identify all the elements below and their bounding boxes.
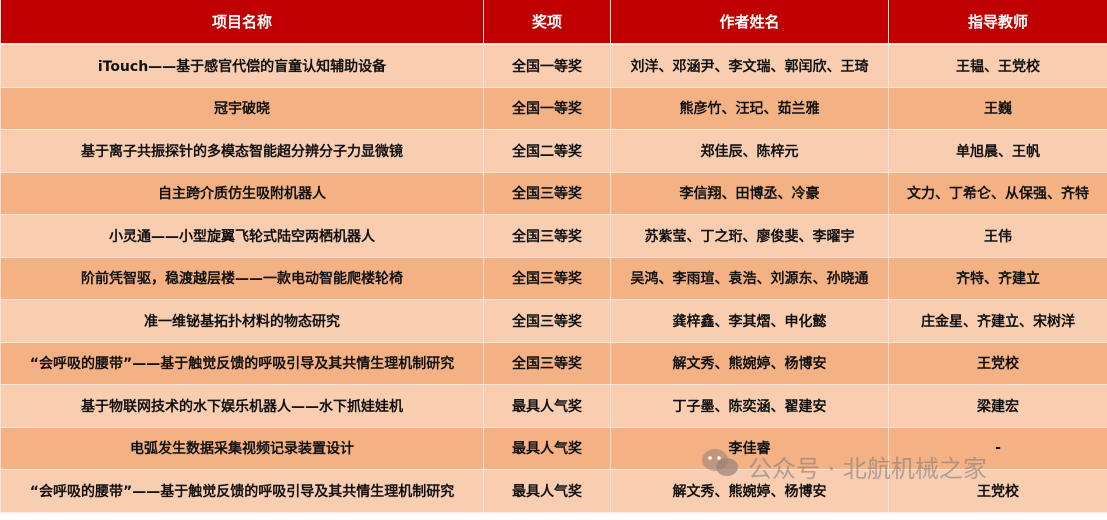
table-row: 冠宇破晓 全国一等奖 熊彦竹、汪玘、茹兰雅 王巍 [0, 87, 1107, 130]
cell-award: 全国二等奖 [483, 129, 611, 173]
header-authors: 作者姓名 [610, 0, 889, 45]
cell-authors: 解文秀、熊婉婷、杨博安 [610, 469, 889, 513]
cell-project-name: 阶前凭智驱，稳渡越层楼——一款电动智能爬楼轮椅 [0, 257, 484, 300]
cell-award: 全国三等奖 [483, 299, 611, 343]
cell-advisors: 文力、丁希仑、从保强、齐特 [888, 172, 1107, 215]
cell-award: 全国三等奖 [483, 172, 611, 215]
table-row: 小灵通——小型旋翼飞轮式陆空两栖机器人 全国三等奖 苏紫莹、丁之珩、廖俊斐、李曜宇王… [0, 214, 1107, 258]
wechat-icon [700, 447, 740, 485]
header-award: 奖项 [483, 0, 611, 45]
cell-project-name: 冠宇破晓 [0, 87, 484, 130]
cell-award: 全国一等奖 [483, 44, 611, 88]
cell-project-name: 基于物联网技术的水下娱乐机器人——水下抓娃娃机 [0, 384, 484, 428]
table-row: 准一维铋基拓扑材料的物态研究 全国三等奖 龚梓鑫、李其熠、申化懿 庄金星、齐建立、宋树… [0, 299, 1107, 343]
watermark: 公众号 · 北航机械之家 [700, 447, 987, 485]
cell-award: 全国三等奖 [483, 342, 611, 385]
table-row: “会呼吸的腰带”——基于触觉反馈的呼吸引导及其共情生理机制研究 全国三等奖 解文秀、… [0, 342, 1107, 385]
cell-authors: 郑佳辰、陈梓元 [610, 129, 889, 173]
cell-authors: 解文秀、熊婉婷、杨博安 [610, 342, 889, 385]
cell-project-name: 小灵通——小型旋翼飞轮式陆空两栖机器人 [0, 214, 484, 258]
cell-authors: 刘洋、邓涵尹、李文瑞、郭闰欣、王琦 [610, 44, 889, 88]
cell-authors: 吴鸿、李雨瑄、袁浩、刘源东、孙晓通 [610, 257, 889, 300]
table-row: 自主跨介质仿生吸附机器人 全国三等奖 李信翔、田博丞、冷豪 文力、丁希仑、从保强、齐特 [0, 172, 1107, 215]
cell-project-name: 自主跨介质仿生吸附机器人 [0, 172, 484, 215]
cell-authors: 李佳睿 [610, 427, 889, 470]
cell-authors: 熊彦竹、汪玘、茹兰雅 [610, 87, 889, 130]
cell-project-name: 准一维铋基拓扑材料的物态研究 [0, 299, 484, 343]
cell-advisors: 齐特、齐建立 [888, 257, 1107, 300]
cell-authors: 龚梓鑫、李其熠、申化懿 [610, 299, 889, 343]
table-row: “会呼吸的腰带”——基于触觉反馈的呼吸引导及其共情生理机制研究 最具人气奖 解文秀、… [0, 469, 1107, 513]
cell-award: 最具人气奖 [483, 469, 611, 513]
cell-award: 全国三等奖 [483, 257, 611, 300]
cell-advisors: 梁建宏 [888, 384, 1107, 428]
cell-advisors: 王党校 [888, 342, 1107, 385]
table-row: 基于离子共振探针的多模态智能超分辨分子力显微镜 全国二等奖 郑佳辰、陈梓元 单旭晨、王… [0, 129, 1107, 173]
cell-award: 最具人气奖 [483, 427, 611, 470]
table-row: iTouch——基于感官代偿的盲童认知辅助设备 全国一等奖 刘洋、邓涵尹、李文瑞、郭… [0, 44, 1107, 88]
cell-authors: 李信翔、田博丞、冷豪 [610, 172, 889, 215]
cell-award: 最具人气奖 [483, 384, 611, 428]
cell-project-name: “会呼吸的腰带”——基于触觉反馈的呼吸引导及其共情生理机制研究 [0, 342, 484, 385]
cell-project-name: iTouch——基于感官代偿的盲童认知辅助设备 [0, 44, 484, 88]
cell-authors: 苏紫莹、丁之珩、廖俊斐、李曜宇 [610, 214, 889, 258]
table-row: 电弧发生数据采集视频记录装置设计 最具人气奖 李佳睿 - [0, 427, 1107, 470]
cell-advisors: - [888, 427, 1107, 470]
cell-project-name: 电弧发生数据采集视频记录装置设计 [0, 427, 484, 470]
cell-advisors: 王伟 [888, 214, 1107, 258]
cell-award: 全国一等奖 [483, 87, 611, 130]
table-row: 阶前凭智驱，稳渡越层楼——一款电动智能爬楼轮椅 全国三等奖 吴鸿、李雨瑄、袁浩、刘源… [0, 257, 1107, 300]
cell-advisors: 王党校 [888, 469, 1107, 513]
header-project-name: 项目名称 [0, 0, 484, 45]
cell-advisors: 王韫、王党校 [888, 44, 1107, 88]
cell-award: 全国三等奖 [483, 214, 611, 258]
cell-advisors: 单旭晨、王帆 [888, 129, 1107, 173]
cell-project-name: 基于离子共振探针的多模态智能超分辨分子力显微镜 [0, 129, 484, 173]
cell-advisors: 庄金星、齐建立、宋树洋 [888, 299, 1107, 343]
table-row: 基于物联网技术的水下娱乐机器人——水下抓娃娃机 最具人气奖 丁子墨、陈奕涵、翟建安梁… [0, 384, 1107, 428]
cell-advisors: 王巍 [888, 87, 1107, 130]
header-advisors: 指导教师 [888, 0, 1107, 45]
watermark-text: 公众号 · 北航机械之家 [748, 454, 987, 483]
header-row: 项目名称 奖项 作者姓名 指导教师 [0, 0, 1107, 45]
cell-project-name: “会呼吸的腰带”——基于触觉反馈的呼吸引导及其共情生理机制研究 [0, 469, 484, 513]
cell-authors: 丁子墨、陈奕涵、翟建安 [610, 384, 889, 428]
